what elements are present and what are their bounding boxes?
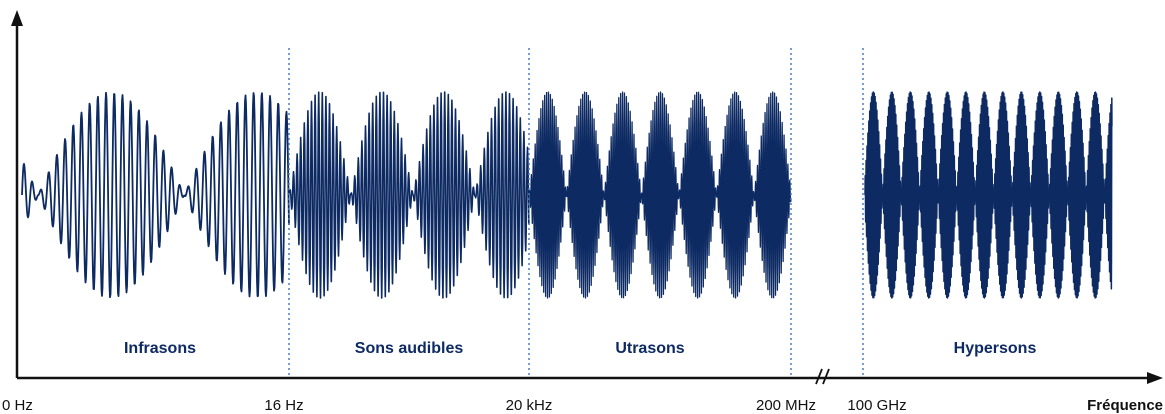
tick-label-20khz: 20 kHz (506, 397, 553, 414)
band-label-infrasons: Infrasons (124, 340, 196, 357)
x-axis-title: Fréquence (1087, 397, 1163, 414)
waveform-infrasons (21, 91, 290, 299)
waveform-utrasons (528, 91, 792, 299)
tick-label-100ghz: 100 GHz (847, 397, 906, 414)
band-label-sons-audibles: Sons audibles (355, 340, 464, 357)
x-axis-arrowhead (1147, 372, 1163, 384)
band-label-utrasons: Utrasons (615, 340, 684, 357)
waveform-sons-audibles (288, 91, 530, 299)
band-labels: Infrasons Sons audibles Utrasons Hyperso… (124, 340, 1036, 357)
band-label-hypersons: Hypersons (954, 340, 1037, 357)
tick-label-0hz: 0 Hz (2, 397, 33, 414)
tick-label-200mhz: 200 MHz (756, 397, 816, 414)
waveforms (21, 91, 1113, 299)
axis-break-icon (815, 368, 830, 385)
y-axis-arrowhead (11, 10, 23, 26)
tick-label-16hz: 16 Hz (264, 397, 303, 414)
waveform-hypersons (864, 91, 1113, 299)
tick-labels: 0 Hz 16 Hz 20 kHz 200 MHz 100 GHz Fréque… (2, 397, 1163, 414)
axes (11, 10, 1163, 385)
